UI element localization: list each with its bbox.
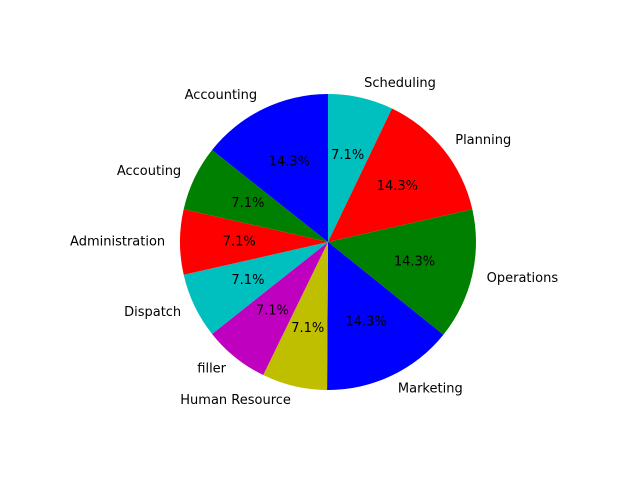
pie-percent-label-marketing: 14.3% [345, 315, 386, 330]
pie-percent-label-administration: 7.1% [223, 235, 256, 250]
pie-percent-label-operations: 14.3% [394, 254, 435, 269]
pie-percent-label-accouting: 7.1% [231, 196, 264, 211]
pie-percent-label-filler: 7.1% [256, 304, 289, 319]
pie-category-label-scheduling: Scheduling [364, 76, 436, 91]
pie-category-label-administration: Administration [70, 235, 165, 250]
pie-category-label-filler: filler [197, 361, 226, 376]
pie-category-label-accounting: Accounting [185, 88, 258, 103]
pie-category-label-marketing: Marketing [398, 382, 463, 397]
pie-percent-label-human-resource: 7.1% [291, 321, 324, 336]
pie-percent-label-scheduling: 7.1% [331, 148, 364, 163]
pie-percent-label-planning: 14.3% [377, 179, 418, 194]
pie-category-label-planning: Planning [455, 133, 511, 148]
pie-category-label-dispatch: Dispatch [124, 305, 181, 320]
pie-category-label-operations: Operations [487, 271, 559, 286]
pie-percent-label-accounting: 14.3% [269, 155, 310, 170]
pie-category-label-human-resource: Human Resource [180, 393, 291, 408]
pie-category-label-accouting: Accouting [117, 164, 181, 179]
pie-percent-label-dispatch: 7.1% [231, 273, 264, 288]
